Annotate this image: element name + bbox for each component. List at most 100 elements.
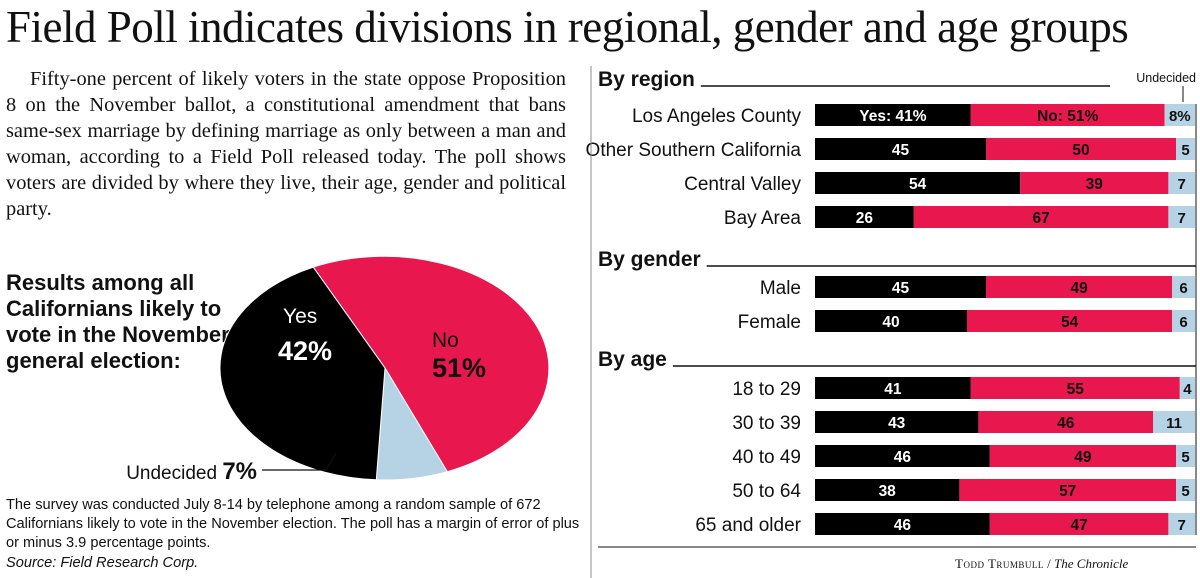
page-title: Field Poll indicates divisions in region… — [6, 2, 1129, 52]
bar-label-no: 46 — [1057, 415, 1075, 432]
bar-undecided — [1176, 445, 1195, 467]
bar-label-yes: Yes: 41% — [859, 108, 926, 125]
pie-slice-yes — [219, 266, 386, 481]
row-label: Male — [760, 278, 801, 299]
row-label: Bay Area — [724, 208, 802, 229]
pie-leader-line — [262, 452, 337, 471]
bar-undecided — [1153, 411, 1195, 433]
bar-yes — [815, 206, 914, 228]
pie-label-no: No — [432, 329, 459, 352]
bar-yes — [815, 479, 960, 501]
bar-no — [989, 513, 1169, 535]
bar-label-no: 49 — [1070, 280, 1088, 297]
bar-label-yes: 26 — [856, 210, 874, 227]
bar-label-no: 67 — [1032, 210, 1049, 227]
bar-yes — [815, 172, 1021, 194]
group-title-by-gender: By gender — [598, 248, 701, 271]
bar-no — [978, 411, 1154, 433]
pie-slice-no — [312, 255, 550, 473]
bar-no — [967, 310, 1173, 332]
pie-label-undecided-text: Undecided — [126, 463, 222, 484]
intro-paragraph: Fifty-one percent of likely voters in th… — [6, 68, 566, 220]
bar-label-yes: 45 — [892, 280, 910, 297]
bar-label-no: 55 — [1067, 381, 1085, 398]
pie-label-yes: Yes — [283, 305, 317, 328]
pie-value-undecided: 7% — [222, 458, 257, 485]
bar-label-undecided: 11 — [1166, 415, 1182, 432]
bar-label-yes: 46 — [894, 517, 912, 534]
bar-label-undecided: 6 — [1179, 314, 1187, 331]
row-label: 65 and older — [695, 515, 801, 536]
bar-no — [989, 445, 1176, 467]
bar-undecided — [1168, 172, 1195, 194]
row-label: 18 to 29 — [732, 379, 801, 400]
bar-label-yes: 45 — [892, 142, 910, 159]
bar-no — [970, 104, 1165, 126]
row-label: 30 to 39 — [732, 413, 801, 434]
bar-undecided — [1172, 310, 1195, 332]
results-heading: Results among all Californians likely to… — [6, 270, 230, 373]
bar-yes — [815, 411, 979, 433]
bar-label-no: 49 — [1074, 449, 1092, 466]
bar-no — [913, 206, 1169, 228]
bar-label-undecided: 4 — [1183, 381, 1192, 398]
source-note: Source: Field Research Corp. — [6, 555, 199, 571]
bar-label-undecided: 7 — [1178, 176, 1186, 193]
bar-yes — [815, 310, 967, 332]
bar-label-undecided: 5 — [1181, 449, 1189, 466]
row-label: 40 to 49 — [732, 447, 801, 468]
row-label: Central Valley — [684, 174, 801, 195]
bar-label-undecided: 8% — [1169, 108, 1191, 125]
bar-label-undecided: 7 — [1178, 210, 1186, 227]
pie-value-no: 51% — [432, 353, 486, 383]
bar-label-undecided: 5 — [1181, 483, 1189, 500]
bar-label-no: 57 — [1059, 483, 1076, 500]
bar-label-yes: 54 — [909, 176, 927, 193]
bar-label-yes: 40 — [882, 314, 899, 331]
credit-name: Todd Trumbull — [955, 556, 1044, 571]
bar-yes — [815, 377, 971, 399]
bar-undecided — [1164, 104, 1195, 126]
bar-yes — [815, 445, 990, 467]
bar-label-no: 54 — [1061, 314, 1079, 331]
bar-label-no: No: 51% — [1037, 108, 1098, 125]
bar-label-yes: 38 — [879, 483, 897, 500]
methodology-note: The survey was conducted July 8-14 by te… — [6, 497, 580, 551]
row-label: 50 to 64 — [732, 481, 801, 502]
bar-label-yes: 46 — [894, 449, 912, 466]
bar-no — [986, 138, 1176, 160]
row-label: Female — [738, 312, 801, 333]
bar-undecided — [1168, 206, 1195, 228]
bar-label-yes: 41 — [884, 381, 902, 398]
bar-label-no: 39 — [1086, 176, 1104, 193]
bar-label-undecided: 7 — [1178, 517, 1186, 534]
bar-label-no: 50 — [1072, 142, 1089, 159]
undecided-header: Undecided — [1136, 71, 1196, 85]
bar-no — [1020, 172, 1169, 194]
bar-no — [970, 377, 1180, 399]
pie-value-yes: 42% — [278, 336, 332, 366]
group-title-by-region: By region — [598, 68, 695, 91]
credit-line: Todd Trumbull / The Chronicle — [955, 556, 1128, 572]
bar-label-yes: 43 — [888, 415, 906, 432]
bar-yes — [815, 276, 986, 298]
bar-undecided — [1168, 513, 1195, 535]
bar-undecided — [1176, 479, 1195, 501]
bar-no — [986, 276, 1173, 298]
row-label: Other Southern California — [586, 140, 802, 161]
bar-undecided — [1172, 276, 1195, 298]
bar-yes — [815, 104, 971, 126]
credit-separator: / — [1043, 556, 1055, 571]
credit-outlet: The Chronicle — [1054, 556, 1129, 571]
group-title-by-age: By age — [598, 348, 667, 371]
pie-label-undecided: Undecided 7% — [126, 458, 257, 485]
bar-undecided — [1176, 138, 1195, 160]
row-label: Los Angeles County — [632, 106, 802, 127]
bar-label-undecided: 6 — [1179, 280, 1187, 297]
bar-yes — [815, 138, 986, 160]
bar-no — [959, 479, 1176, 501]
bar-yes — [815, 513, 990, 535]
bar-label-no: 47 — [1070, 517, 1087, 534]
bar-undecided — [1179, 377, 1195, 399]
